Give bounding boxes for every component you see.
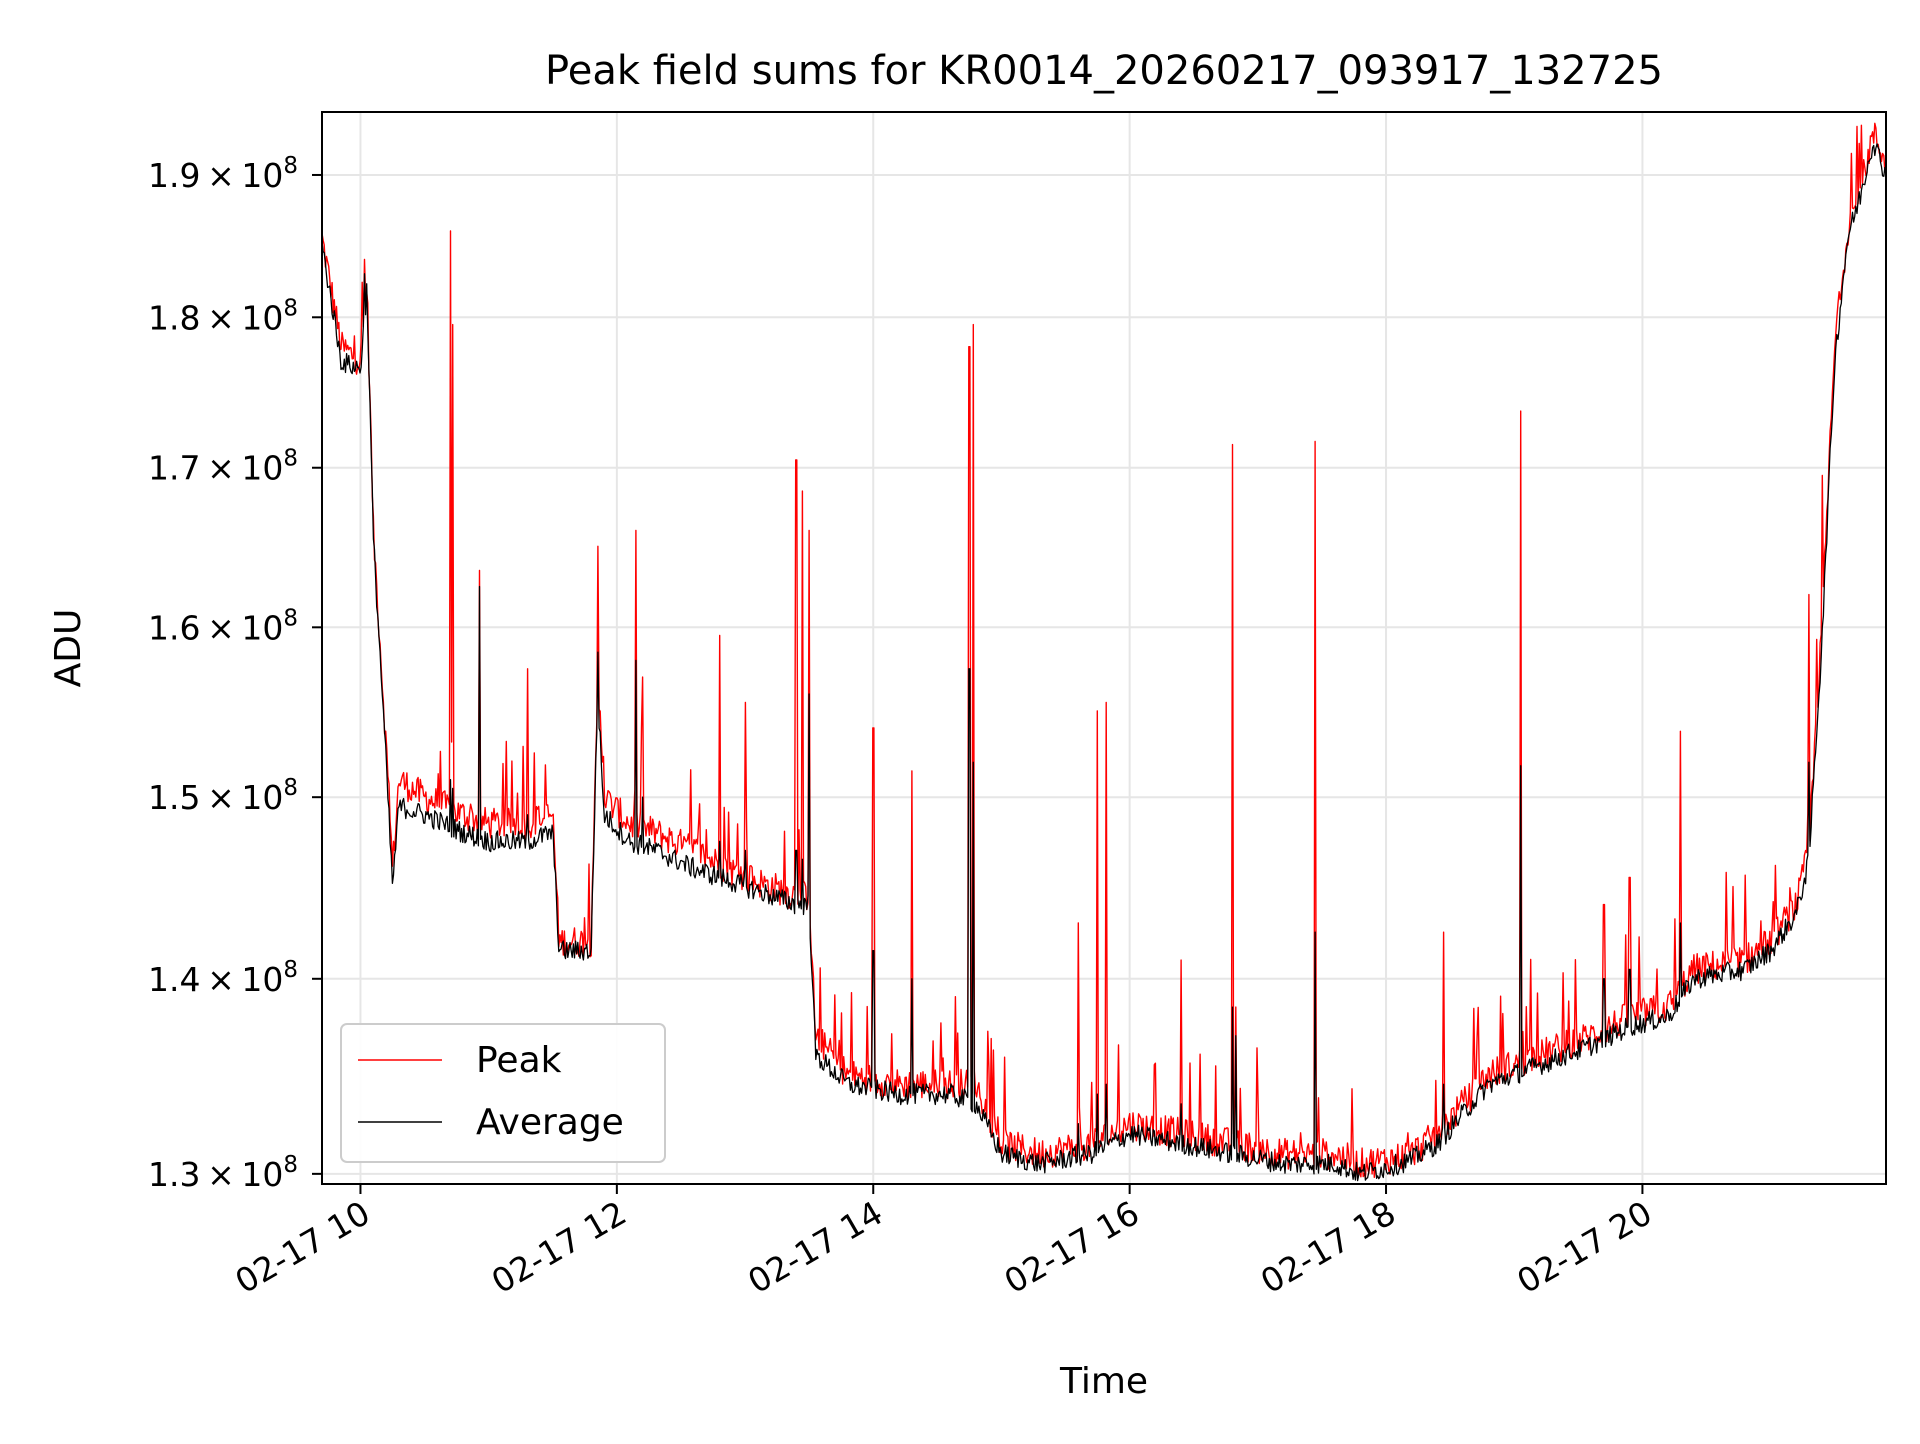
plot-frame [321,111,1887,1185]
y-tick-mantissa: 1.8 × 10 [148,298,283,337]
legend-box [340,1023,666,1163]
y-tick-mantissa: 1.6 × 10 [148,608,283,647]
y-tick-exponent: 8 [283,1152,298,1178]
y-tick-mantissa: 1.3 × 10 [148,1155,283,1194]
legend-peak-label: Peak [476,1040,562,1081]
y-tick-exponent: 8 [283,957,298,983]
y-tick-label: 1.8 × 108 [148,295,298,337]
y-tick-mantissa: 1.9 × 10 [148,156,283,195]
legend-average-label: Average [476,1102,624,1143]
y-tick-mantissa: 1.5 × 10 [148,778,283,817]
series-layer [321,122,1887,1182]
y-tick-exponent: 8 [283,605,298,631]
x-axis-label: Time [1059,1361,1148,1402]
chart-title: Peak field sums for KR0014_20260217_0939… [545,48,1663,94]
y-tick-label: 1.6 × 108 [148,605,298,647]
y-tick-label: 1.7 × 108 [148,446,298,488]
x-tick-label: 02-17 10 [228,1193,376,1301]
x-tick-label: 02-17 14 [741,1193,889,1301]
y-axis-label: ADU [48,609,89,688]
legend: Peak Average [340,1023,666,1163]
x-tick-label: 02-17 16 [998,1193,1146,1301]
y-tick-exponent: 8 [283,775,298,801]
y-tick-label: 1.9 × 108 [148,153,298,195]
y-tick-label: 1.5 × 108 [148,775,298,817]
y-tick-mantissa: 1.4 × 10 [148,960,283,999]
x-tick-label: 02-17 20 [1510,1193,1658,1301]
y-tick-label: 1.4 × 108 [148,957,298,999]
series-line-peak [321,122,1887,1179]
y-tick-mantissa: 1.7 × 10 [148,449,283,488]
y-tick-label: 1.3 × 108 [148,1152,298,1194]
y-tick-exponent: 8 [283,295,298,321]
x-tick-label: 02-17 18 [1254,1193,1402,1301]
y-tick-exponent: 8 [283,446,298,472]
x-tick-label: 02-17 12 [485,1193,633,1301]
y-tick-exponent: 8 [283,153,298,179]
series-line-average [321,143,1887,1182]
